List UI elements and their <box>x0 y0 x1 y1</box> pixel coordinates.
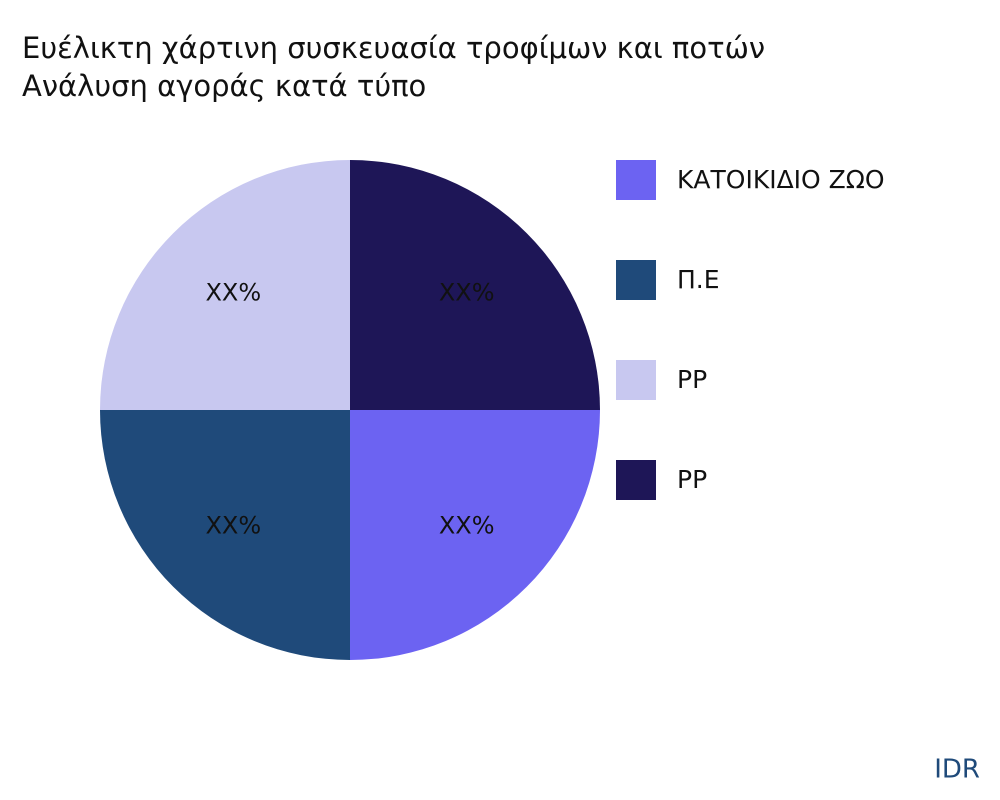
legend-swatch <box>616 160 656 200</box>
slice-label: XX% <box>439 512 495 540</box>
legend-swatch <box>616 360 656 400</box>
pie-slice <box>350 410 600 660</box>
pie-slice <box>100 160 350 410</box>
legend-swatch <box>616 260 656 300</box>
slice-label: XX% <box>205 278 261 306</box>
pie-slice <box>100 410 350 660</box>
legend-label: PP <box>677 465 707 494</box>
slice-label: XX% <box>439 278 495 306</box>
slice-label: XX% <box>205 512 261 540</box>
legend-label: PP <box>677 365 707 394</box>
pie-slice <box>350 160 600 410</box>
legend-swatch <box>616 460 656 500</box>
chart-subtitle: Ανάλυση αγοράς κατά τύπο <box>22 69 426 103</box>
legend-label: ΚΑΤΟΙΚΙΔΙΟ ΖΩΟ <box>677 165 885 194</box>
chart-title: Ευέλικτη χάρτινη συσκευασία τροφίμων και… <box>22 31 765 65</box>
legend-label: Π.Ε <box>677 265 720 294</box>
footer: IDR <box>934 755 980 785</box>
